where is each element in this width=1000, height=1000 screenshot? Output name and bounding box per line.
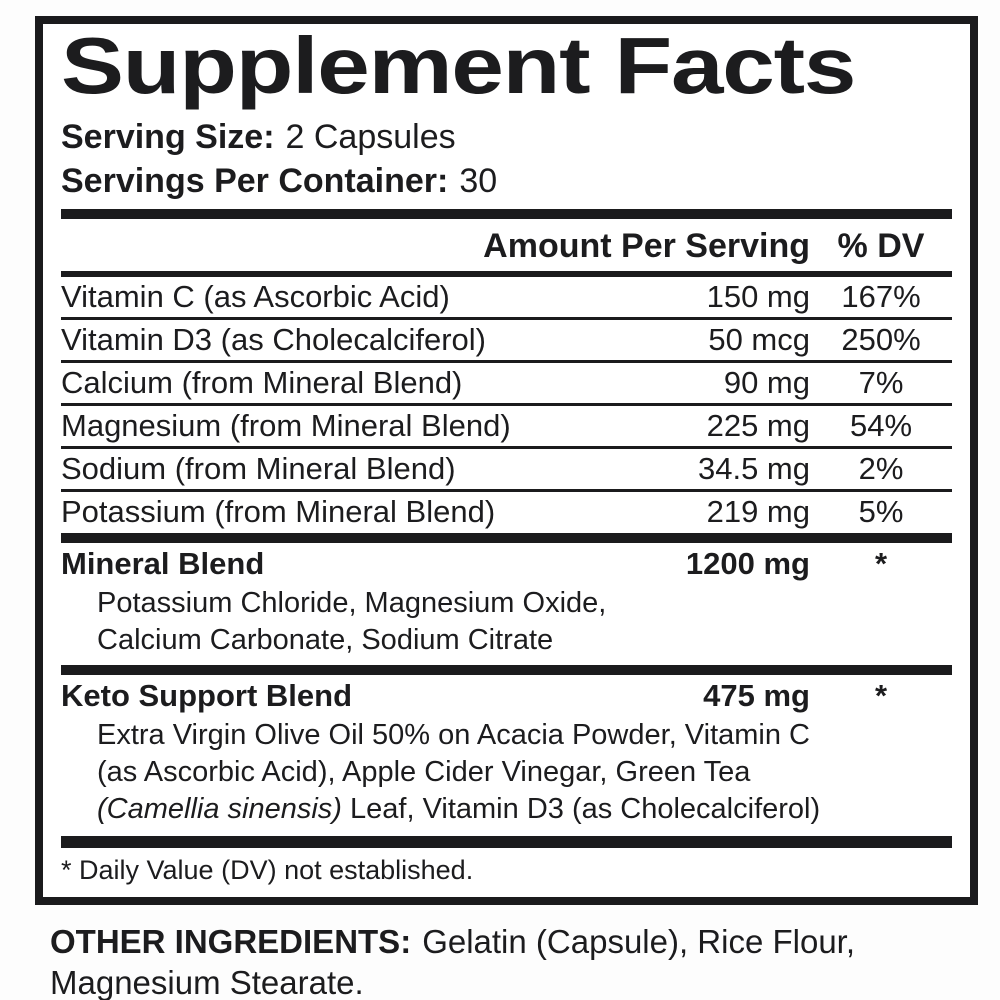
table-row: Potassium (from Mineral Blend) 219 mg 5%: [61, 492, 952, 532]
blend-amount: 1200 mg: [685, 546, 810, 582]
serving-size-line: Serving Size: 2 Capsules: [61, 118, 952, 157]
divider-row: [61, 317, 952, 321]
daily-value-footnote: * Daily Value (DV) not established.: [61, 855, 474, 886]
other-ingredients-label: OTHER INGREDIENTS:: [50, 923, 412, 960]
nutrient-name: Vitamin C (as Ascorbic Acid): [61, 279, 450, 315]
divider-row: [61, 446, 952, 450]
blend-ingredient-line: Calcium Carbonate, Sodium Citrate: [97, 623, 554, 656]
nutrient-dv: 54%: [849, 408, 913, 444]
divider-thick-keto-blend: [61, 665, 952, 676]
divider-thick-footnote: [61, 836, 952, 849]
blend-ingredient-line: Extra Virgin Olive Oil 50% on Acacia Pow…: [97, 719, 810, 752]
nutrient-name: Potassium (from Mineral Blend): [61, 494, 496, 530]
servings-per-container-value: 30: [459, 162, 498, 201]
nutrient-dv: 5%: [858, 494, 904, 530]
blend-ingredient-list: Potassium Chloride, Magnesium Oxide, Cal…: [61, 583, 952, 665]
blend-ingredient-line-rest: Leaf, Vitamin D3 (as Cholecalciferol): [341, 792, 821, 825]
table-row: Vitamin C (as Ascorbic Acid) 150 mg 167%: [61, 277, 952, 317]
nutrient-amount: 90 mg: [723, 365, 810, 401]
nutrient-name: Magnesium (from Mineral Blend): [61, 408, 511, 444]
blend-ingredient-list: Extra Virgin Olive Oil 50% on Acacia Pow…: [61, 715, 952, 834]
nutrient-name: Sodium (from Mineral Blend): [61, 451, 456, 487]
other-ingredients-value: Gelatin (Capsule), Rice Flour, Magnesium…: [50, 923, 856, 1000]
table-row: Calcium (from Mineral Blend) 90 mg 7%: [61, 363, 952, 403]
nutrient-amount: 34.5 mg: [697, 451, 810, 487]
nutrient-dv: 250%: [841, 322, 921, 358]
table-row: Vitamin D3 (as Cholecalciferol) 50 mcg 2…: [61, 320, 952, 360]
blend-header-row: Mineral Blend 1200 mg *: [61, 545, 952, 583]
column-header-dv: % DV: [837, 227, 925, 266]
nutrient-dv: 167%: [841, 279, 921, 315]
nutrient-dv: 2%: [858, 451, 904, 487]
nutrient-name: Vitamin D3 (as Cholecalciferol): [61, 322, 486, 358]
supplement-facts-panel: Supplement Facts Serving Size: 2 Capsules…: [35, 16, 978, 905]
nutrient-name: Calcium (from Mineral Blend): [61, 365, 463, 401]
blend-dv-asterisk: *: [874, 678, 888, 714]
panel-title: Supplement Facts: [61, 21, 856, 110]
table-row: Magnesium (from Mineral Blend) 225 mg 54…: [61, 406, 952, 446]
servings-per-container-line: Servings Per Container: 30: [61, 162, 952, 201]
blend-name: Keto Support Blend: [61, 678, 353, 714]
nutrient-amount: 219 mg: [706, 494, 810, 530]
blend-ingredient-line: (Camellia sinensis) Leaf, Vitamin D3 (as…: [97, 793, 952, 827]
latin-name-italic: (Camellia sinensis): [97, 792, 342, 825]
divider-header: [61, 271, 952, 278]
blend-dv-asterisk: *: [874, 546, 888, 582]
blend-header-row: Keto Support Blend 475 mg *: [61, 677, 952, 715]
serving-size-label: Serving Size:: [61, 118, 275, 156]
column-header-amount: Amount Per Serving: [483, 227, 810, 266]
table-header-row: Amount Per Serving % DV: [61, 219, 952, 271]
divider-thick-top: [61, 209, 952, 220]
nutrient-amount: 50 mcg: [708, 322, 810, 358]
blend-ingredient-line: Potassium Chloride, Magnesium Oxide,: [97, 587, 607, 620]
other-ingredients-section: OTHER INGREDIENTS: Gelatin (Capsule), Ric…: [50, 921, 940, 1000]
nutrient-dv: 7%: [858, 365, 904, 401]
serving-size-value: 2 Capsules: [285, 118, 456, 156]
divider-thick-mineral-blend: [61, 533, 952, 544]
blend-name: Mineral Blend: [61, 546, 265, 582]
servings-per-container-label: Servings Per Container:: [61, 162, 449, 201]
divider-row: [61, 403, 952, 407]
blend-ingredient-line: (as Ascorbic Acid), Apple Cider Vinegar,…: [97, 756, 751, 789]
blend-amount: 475 mg: [703, 678, 810, 714]
divider-row: [61, 360, 952, 364]
nutrient-amount: 150 mg: [706, 279, 810, 315]
table-row: Sodium (from Mineral Blend) 34.5 mg 2%: [61, 449, 952, 489]
divider-row: [61, 489, 952, 493]
nutrient-amount: 225 mg: [706, 408, 810, 444]
